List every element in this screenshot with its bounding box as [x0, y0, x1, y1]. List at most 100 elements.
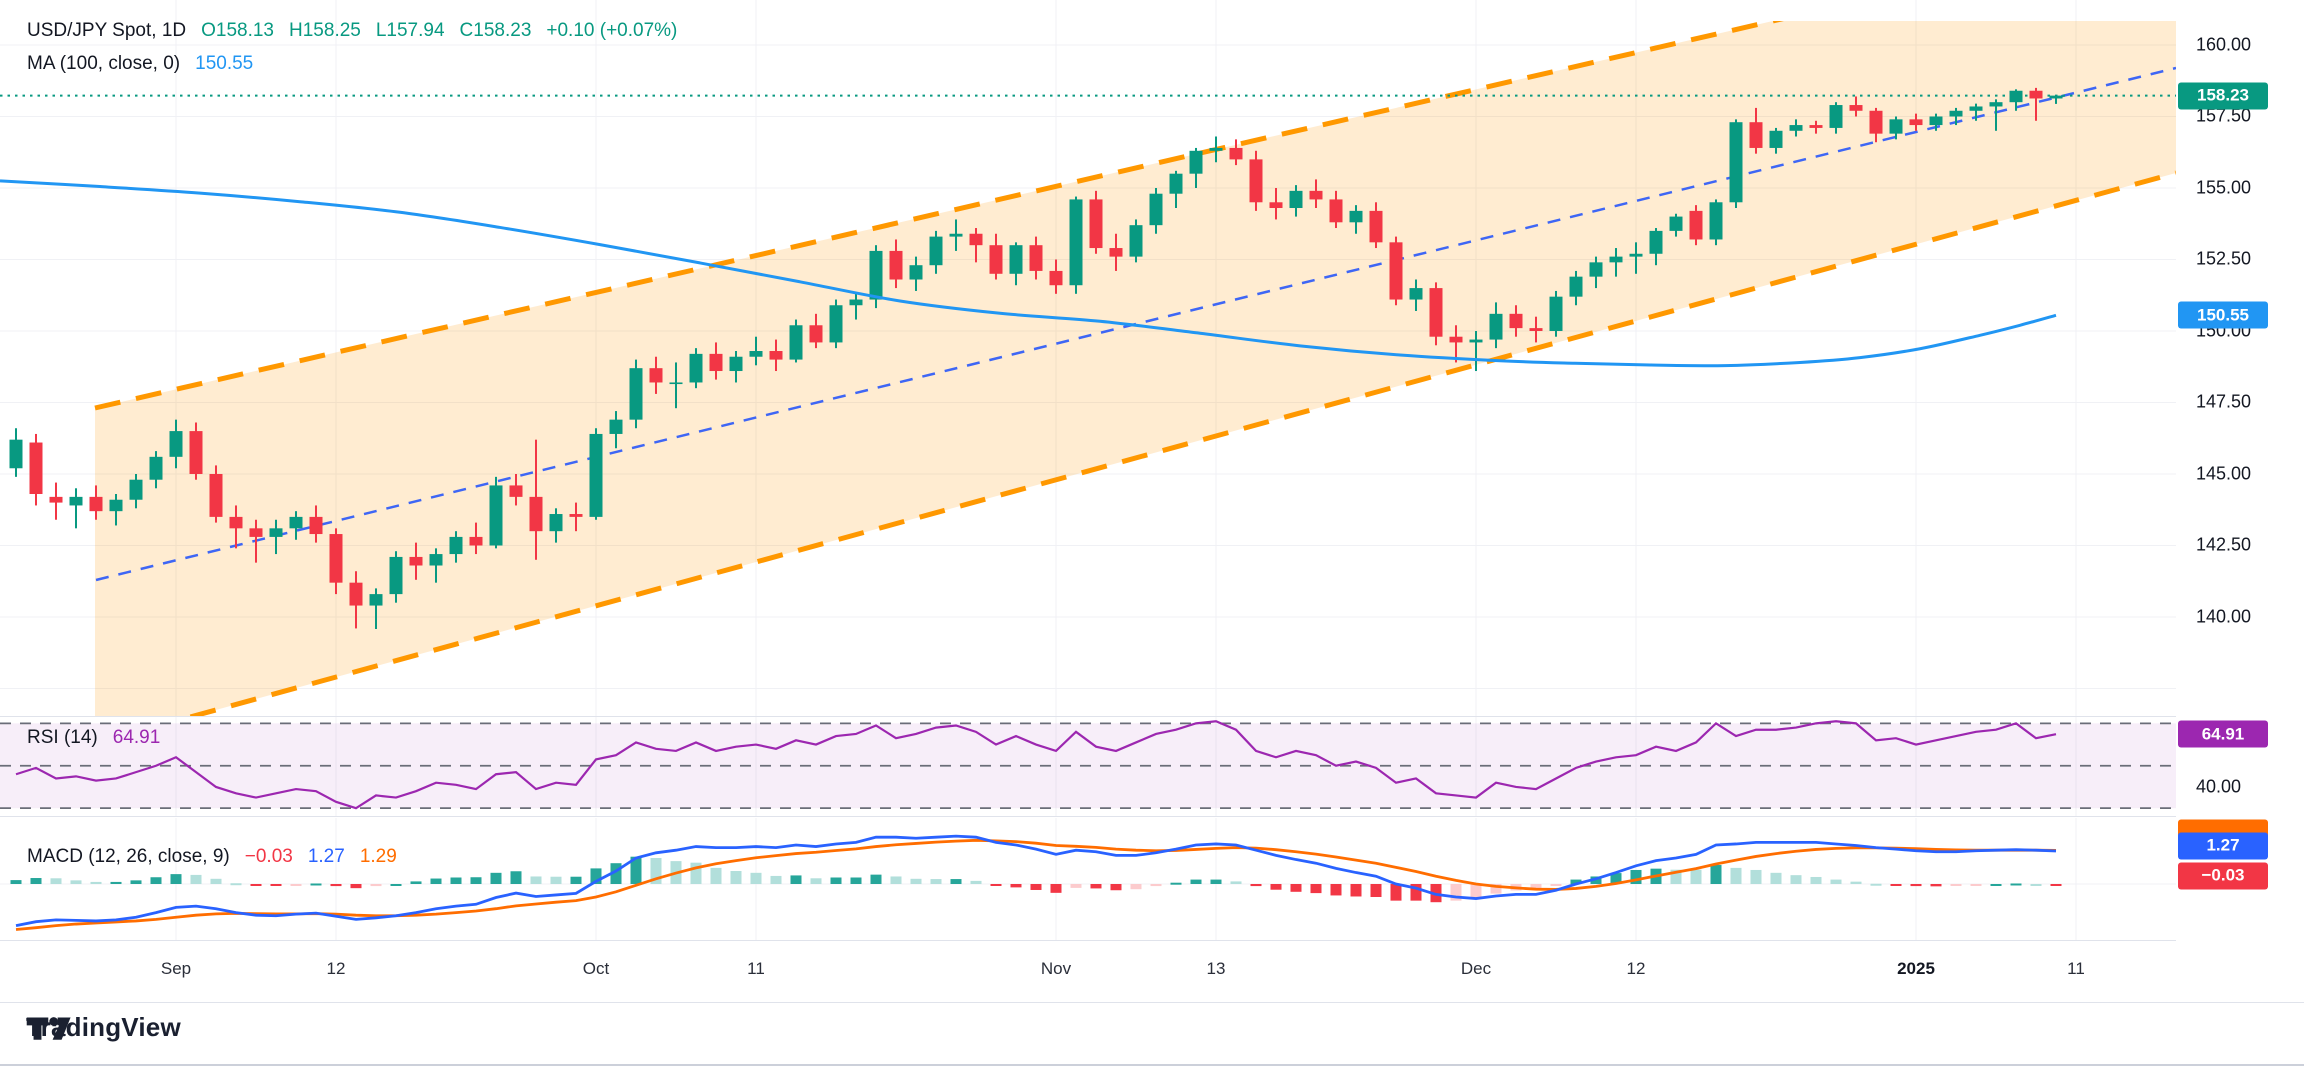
- macd-indicator-title[interactable]: MACD (12, 26, close, 9): [27, 846, 230, 867]
- macd-histogram-bar: [10, 880, 22, 884]
- macd-pane[interactable]: [0, 818, 2176, 940]
- ohlc-open: O158.13: [201, 20, 275, 41]
- macd-histogram-bar: [930, 879, 942, 884]
- macd-signal-line: [15, 838, 2057, 931]
- candle: [1729, 119, 1743, 209]
- candle: [929, 230, 943, 274]
- candle: [1389, 236, 1403, 306]
- macd-histogram-bar: [610, 863, 622, 884]
- channel-bottom-line: [184, 170, 2176, 716]
- candle: [749, 336, 763, 366]
- macd-histogram-bar: [910, 878, 922, 884]
- time-tick-label: Nov: [1040, 959, 1072, 978]
- macd-histogram-bar: [1670, 869, 1682, 884]
- candle: [1169, 170, 1183, 209]
- macd-histogram-bar: [430, 878, 442, 884]
- time-tick-label: 13: [1206, 959, 1226, 978]
- price-axis[interactable]: 160.00 157.50 155.00 152.50 150.00 147.50 145.…: [2176, 0, 2304, 1002]
- macd-histogram-bar: [790, 875, 802, 884]
- candle: [1409, 279, 1423, 311]
- macd-histogram-bar: [1790, 875, 1802, 884]
- macd-histogram-bar: [970, 880, 982, 884]
- candle: [1149, 187, 1163, 234]
- candle: [1969, 103, 1983, 121]
- candle: [1929, 113, 1943, 131]
- tradingview-logo-icon[interactable]: [26, 1012, 72, 1046]
- candle: [629, 359, 643, 429]
- macd-histogram-bar: [410, 881, 422, 884]
- macd-legend: MACD (12, 26, close, 9) −0.03 1.27 1.29: [27, 846, 397, 868]
- macd-histogram-bar: [1910, 884, 1922, 887]
- macd-histogram-bar: [1370, 884, 1382, 897]
- footer: TradingView: [26, 1012, 181, 1043]
- ohlc-low: L157.94: [375, 20, 445, 41]
- price-pane-graphics: [0, 21, 2176, 716]
- macd-histogram-bar: [750, 872, 762, 884]
- candle: [989, 233, 1003, 280]
- candle: [1949, 107, 1963, 126]
- macd-histogram-bar: [170, 874, 182, 884]
- time-tick-label: 11: [747, 959, 765, 978]
- candle: [449, 531, 463, 563]
- candle: [1709, 199, 1723, 246]
- macd-histogram-bar: [30, 878, 42, 884]
- macd-histogram-bar: [1610, 873, 1622, 884]
- candle: [409, 542, 423, 580]
- macd-histogram-bar: [990, 884, 1002, 886]
- candle: [1249, 150, 1263, 211]
- macd-histogram-bar: [1490, 884, 1502, 894]
- macd-histogram-bar: [1330, 884, 1342, 896]
- macd-histogram-bar: [1090, 884, 1102, 889]
- rsi-indicator-title[interactable]: RSI (14): [27, 727, 98, 748]
- time-tick-label: 11: [2067, 959, 2085, 978]
- candle: [729, 351, 743, 383]
- candle: [689, 348, 703, 389]
- price-tick-label: 147.50: [2196, 391, 2252, 412]
- macd-histogram-bar: [870, 874, 882, 884]
- candle: [1229, 139, 1243, 166]
- candle: [1789, 119, 1803, 137]
- candle: [69, 488, 83, 529]
- time-axis[interactable]: Sep 12 Oct 11 Nov 13 Dec 12 2025 11: [0, 941, 2304, 1002]
- macd-histogram-bar: [350, 884, 362, 889]
- macd-histogram-bar: [1270, 884, 1282, 890]
- macd-histogram-bar: [1770, 872, 1782, 884]
- candle: [1029, 236, 1043, 280]
- symbol-title[interactable]: USD/JPY Spot, 1D: [27, 20, 187, 41]
- brand-name[interactable]: TradingView: [26, 1012, 181, 1042]
- candles: [9, 87, 2063, 629]
- macd-histogram-bar: [550, 876, 562, 884]
- candle: [909, 256, 923, 291]
- rsi-line: [15, 720, 2057, 810]
- candle: [49, 482, 63, 520]
- candle: [1649, 228, 1663, 266]
- macd-histogram-bar: [470, 877, 482, 884]
- macd-histogram-bar: [630, 856, 642, 884]
- candle: [1289, 185, 1303, 217]
- macd-histogram-bar: [530, 876, 542, 884]
- candle: [949, 219, 963, 251]
- macd-histogram-bar: [1990, 884, 2002, 886]
- rsi-legend: RSI (14) 64.91: [27, 727, 160, 749]
- macd-histogram-bar: [150, 877, 162, 884]
- candle: [1329, 190, 1343, 229]
- macd-histogram-bar: [1150, 884, 1162, 887]
- macd-histogram-bar: [850, 877, 862, 884]
- price-pane[interactable]: [0, 0, 2176, 716]
- macd-histogram-bar: [1530, 884, 1542, 890]
- macd-histogram-bar: [1450, 884, 1462, 901]
- candle: [1629, 242, 1643, 274]
- macd-histogram-bar: [210, 878, 222, 884]
- price-tick-label: 142.50: [2196, 534, 2252, 555]
- macd-histogram-bar: [1810, 876, 1822, 884]
- ma-indicator-title[interactable]: MA (100, close, 0): [27, 53, 181, 74]
- macd-histogram-bar: [1570, 879, 1582, 884]
- macd-hist-value: −0.03: [244, 846, 293, 867]
- candle: [1269, 187, 1283, 220]
- macd-histogram-bar: [690, 862, 702, 884]
- rsi-pane[interactable]: [0, 717, 2176, 816]
- time-tick-label: Sep: [160, 959, 192, 978]
- macd-histogram-bar: [310, 883, 322, 886]
